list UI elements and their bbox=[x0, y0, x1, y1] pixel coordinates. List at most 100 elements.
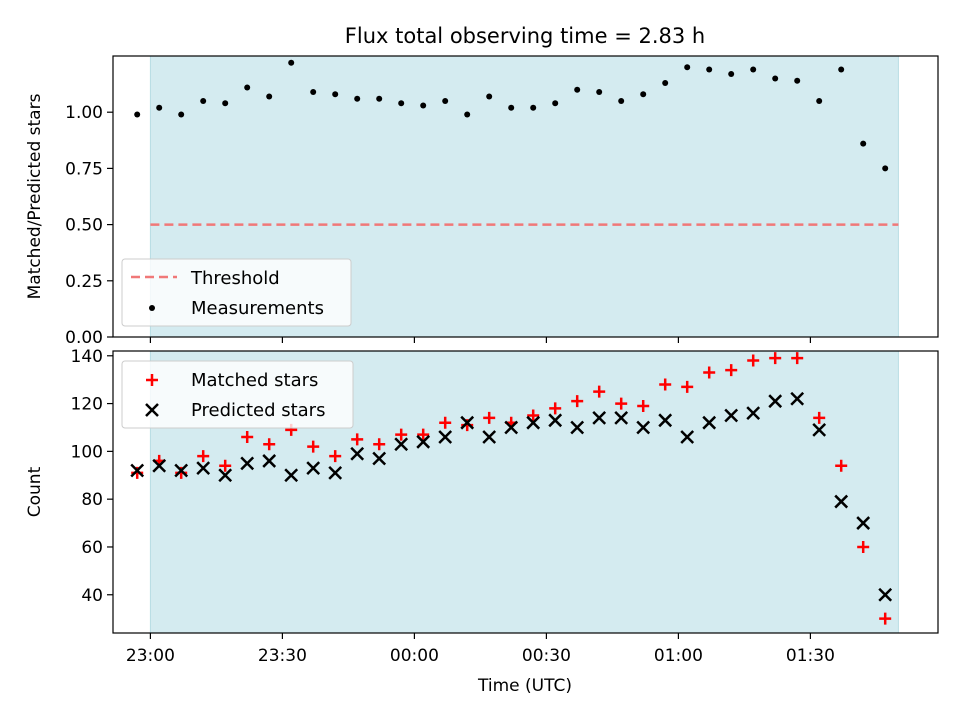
predicted-stars-point bbox=[724, 408, 739, 423]
matched-stars-point bbox=[725, 364, 738, 377]
measurements-point bbox=[640, 91, 647, 98]
matched-stars-point bbox=[791, 352, 804, 365]
measurements-point bbox=[728, 70, 735, 77]
predicted-stars-point bbox=[790, 391, 805, 406]
predicted-stars-point bbox=[152, 458, 167, 473]
matched-stars-point bbox=[307, 440, 320, 453]
ratio-legend: Threshold Measurements bbox=[121, 258, 352, 327]
matched-stars-point bbox=[439, 416, 452, 429]
measurements-point bbox=[860, 140, 867, 147]
measurements-point bbox=[618, 97, 625, 104]
measurements-point bbox=[816, 97, 823, 104]
matched-stars-point bbox=[263, 438, 276, 451]
y-tick-label: 140 bbox=[71, 347, 103, 367]
measurements-point bbox=[882, 165, 889, 172]
count-y-axis-label: Count bbox=[25, 466, 45, 517]
x-axis-label: Time (UTC) bbox=[477, 676, 572, 696]
predicted-stars-point bbox=[218, 468, 233, 483]
count-panel-frame bbox=[112, 350, 939, 634]
predicted-stars-point bbox=[548, 413, 563, 428]
measurements-point bbox=[244, 84, 251, 91]
x-tick-label: 23:30 bbox=[258, 646, 307, 666]
predicted-stars-point bbox=[416, 434, 431, 449]
predicted-stars-point bbox=[592, 411, 607, 425]
predicted-stars-legend-swatch bbox=[145, 403, 159, 417]
count-legend: Matched stars Predicted stars bbox=[121, 360, 354, 429]
matched-stars-point bbox=[703, 366, 716, 379]
y-tick-label: 100 bbox=[71, 442, 103, 462]
measurements-point bbox=[838, 66, 845, 73]
y-tick-label: 60 bbox=[81, 538, 103, 558]
matched-stars-point bbox=[197, 450, 210, 463]
matched-stars-point bbox=[417, 428, 430, 441]
threshold-legend-label: Threshold bbox=[190, 268, 280, 289]
matched-stars-point bbox=[241, 431, 254, 444]
ratio-y-axis-label: Matched/Predicted stars bbox=[25, 93, 45, 299]
y-tick-label: 0.75 bbox=[65, 159, 103, 179]
measurements-point bbox=[310, 88, 317, 95]
predicted-stars-point bbox=[856, 516, 871, 530]
matched-stars-point bbox=[615, 397, 628, 410]
y-tick-label: 40 bbox=[81, 586, 103, 606]
measurements-point bbox=[222, 100, 229, 107]
measurements-point bbox=[178, 111, 185, 118]
predicted-stars-point bbox=[834, 494, 849, 509]
matched-stars-point bbox=[373, 438, 386, 451]
measurements-point bbox=[464, 111, 471, 118]
matched-stars-point bbox=[835, 459, 848, 472]
measurements-point bbox=[354, 95, 361, 102]
measurements-point bbox=[420, 102, 427, 109]
x-tick-label: 00:00 bbox=[390, 646, 439, 666]
x-tick-label: 01:30 bbox=[786, 646, 835, 666]
measurements-point bbox=[266, 93, 273, 100]
predicted-stars-point bbox=[636, 420, 651, 435]
measurements-point bbox=[772, 75, 779, 82]
measurements-point bbox=[552, 100, 559, 107]
measurements-point bbox=[398, 100, 405, 107]
predicted-stars-point bbox=[702, 415, 717, 430]
predicted-stars-point bbox=[878, 587, 893, 602]
predicted-stars-point bbox=[240, 456, 255, 471]
matched-stars-point bbox=[483, 411, 496, 424]
matched-stars-legend-label: Matched stars bbox=[191, 370, 318, 391]
matched-stars-point bbox=[527, 409, 540, 422]
measurements-point bbox=[596, 88, 603, 95]
ratio-panel: 0.00 0.25 0.50 0.75 1.00 Matched/Predicted s… bbox=[25, 55, 939, 348]
matched-stars-point bbox=[593, 385, 606, 398]
measurements-legend-label: Measurements bbox=[191, 298, 324, 319]
predicted-stars-point bbox=[262, 454, 277, 468]
plus-marker bbox=[146, 374, 158, 386]
cross-marker bbox=[145, 403, 159, 417]
matched-stars-point bbox=[857, 540, 870, 553]
matched-stars-point bbox=[879, 612, 892, 625]
measurements-point bbox=[332, 91, 339, 98]
chart-title: Flux total observing time = 2.83 h bbox=[345, 24, 705, 48]
measurements-point bbox=[684, 64, 691, 71]
predicted-stars-point bbox=[460, 415, 475, 430]
measurements-point bbox=[442, 97, 449, 104]
matched-stars-point bbox=[571, 395, 584, 408]
count-legend-box bbox=[121, 360, 354, 429]
y-tick-label: 0.50 bbox=[65, 216, 103, 236]
measurements-point bbox=[508, 104, 515, 111]
y-tick-label: 0.25 bbox=[65, 272, 103, 292]
predicted-stars-point bbox=[372, 451, 387, 466]
measurements-point bbox=[156, 104, 163, 111]
measurements-legend-swatch bbox=[149, 305, 155, 311]
measurements-point bbox=[200, 97, 207, 104]
predicted-stars-point bbox=[614, 411, 629, 425]
matched-stars-point bbox=[747, 354, 760, 367]
predicted-stars-point bbox=[394, 437, 409, 452]
y-tick-label: 80 bbox=[81, 490, 103, 510]
measurements-point bbox=[486, 93, 493, 100]
predicted-stars-point bbox=[746, 406, 761, 421]
measurements-point bbox=[706, 66, 713, 73]
matched-stars-point bbox=[219, 459, 232, 472]
matched-stars-point bbox=[813, 411, 826, 424]
predicted-stars-point bbox=[504, 420, 519, 435]
predicted-stars-point bbox=[130, 463, 145, 478]
measurements-point bbox=[750, 66, 757, 73]
predicted-stars-point bbox=[658, 413, 673, 428]
predicted-stars-point bbox=[174, 463, 189, 478]
